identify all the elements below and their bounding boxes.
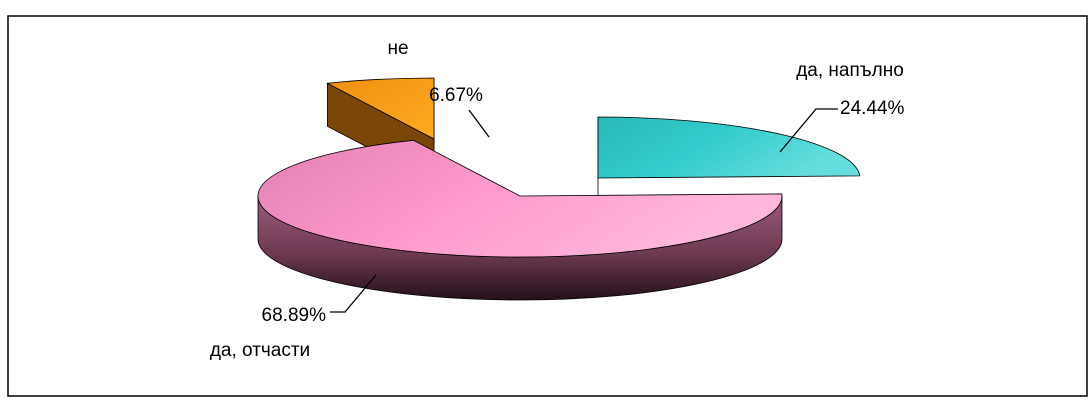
leader-line-da-otchasti	[330, 274, 377, 313]
leader-lines	[330, 108, 838, 313]
value-label-da-napalno: 24.44%	[840, 98, 905, 119]
category-label-da-otchasti: да, отчасти	[210, 340, 310, 361]
slice-da-otchasti-top	[257, 139, 783, 258]
value-label-ne: 6.67%	[429, 85, 483, 106]
slice-ne-top	[326, 77, 435, 140]
pie-slices	[257, 77, 861, 301]
category-label-ne: не	[387, 38, 408, 59]
value-label-da-otchasti: 68.89%	[262, 305, 327, 326]
leader-line-ne	[468, 109, 490, 138]
category-label-da-napalno: да, напълно	[796, 60, 904, 81]
slice-da-napalno-top	[597, 116, 861, 179]
leader-line-da-napalno	[779, 108, 838, 153]
